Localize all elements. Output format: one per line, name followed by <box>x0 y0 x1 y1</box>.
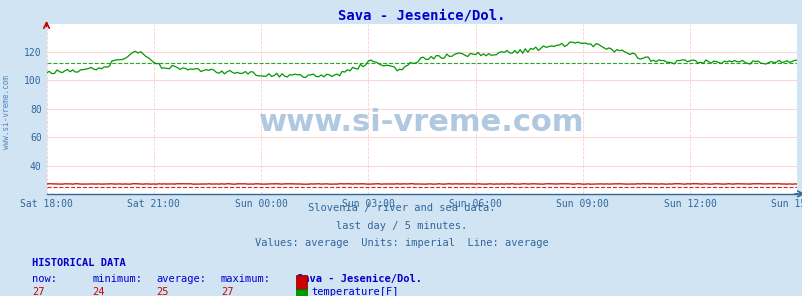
Text: maximum:: maximum: <box>221 274 270 284</box>
Text: www.si-vreme.com: www.si-vreme.com <box>2 75 11 149</box>
Text: last day / 5 minutes.: last day / 5 minutes. <box>335 221 467 231</box>
Text: 27: 27 <box>221 287 233 296</box>
Text: Values: average  Units: imperial  Line: average: Values: average Units: imperial Line: av… <box>254 238 548 248</box>
Text: temperature[F]: temperature[F] <box>311 287 399 296</box>
Text: www.si-vreme.com: www.si-vreme.com <box>259 108 584 137</box>
Title: Sava - Jesenice/Dol.: Sava - Jesenice/Dol. <box>338 9 505 22</box>
Text: now:: now: <box>32 274 57 284</box>
Text: 24: 24 <box>92 287 105 296</box>
Text: Slovenia / river and sea data.: Slovenia / river and sea data. <box>307 203 495 213</box>
Text: 25: 25 <box>156 287 169 296</box>
Text: Sava - Jesenice/Dol.: Sava - Jesenice/Dol. <box>297 274 422 284</box>
Text: 27: 27 <box>32 287 45 296</box>
Text: average:: average: <box>156 274 206 284</box>
Text: minimum:: minimum: <box>92 274 142 284</box>
Text: HISTORICAL DATA: HISTORICAL DATA <box>32 258 126 268</box>
